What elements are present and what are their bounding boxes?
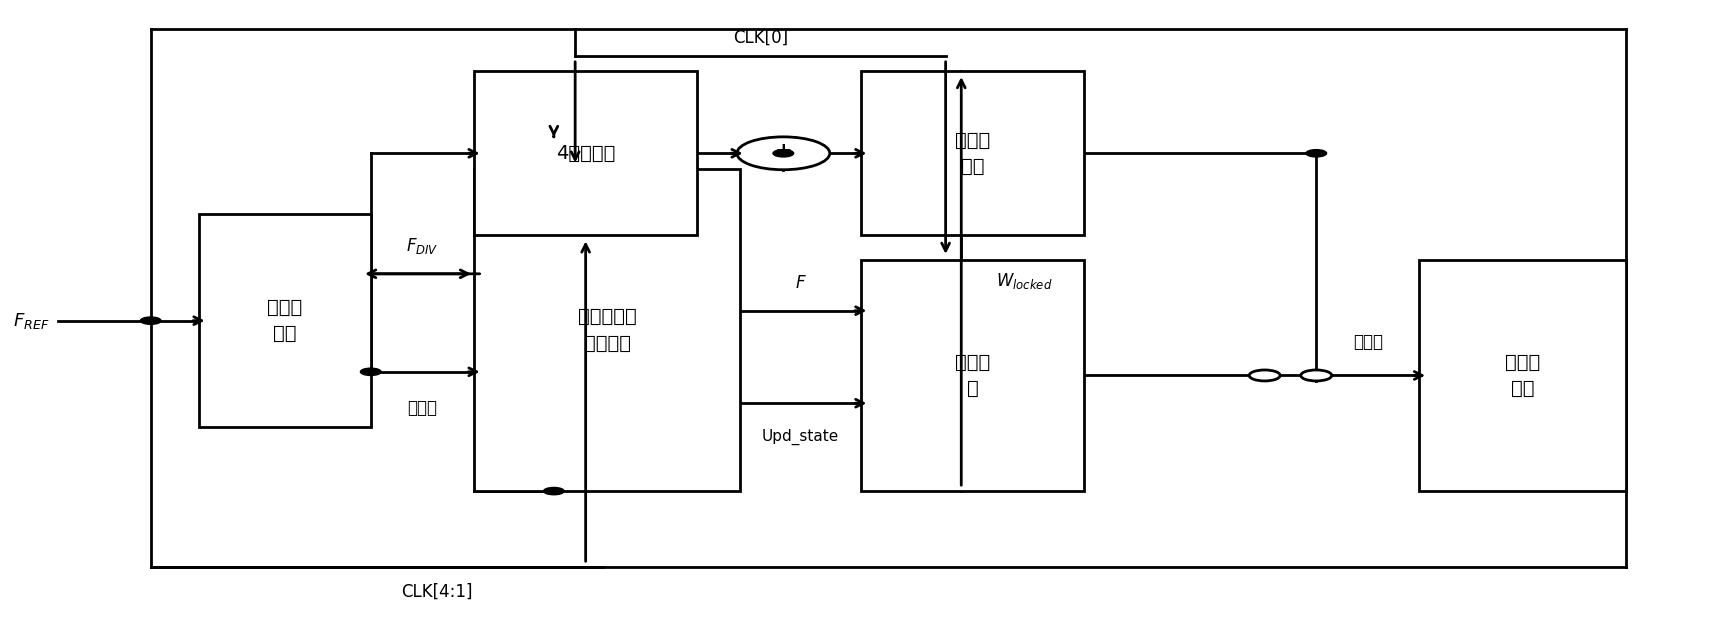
Text: CLK[0]: CLK[0] <box>733 28 788 47</box>
Bar <box>861 260 1084 491</box>
Text: 4个计数器: 4个计数器 <box>556 144 615 163</box>
Bar <box>861 71 1084 236</box>
Text: Upd_state: Upd_state <box>762 429 838 445</box>
Bar <box>199 214 371 427</box>
Circle shape <box>140 317 161 325</box>
Text: 控制字: 控制字 <box>1353 333 1382 351</box>
Text: $F$: $F$ <box>795 275 805 292</box>
Text: 与算法匹配
的分频器: 与算法匹配 的分频器 <box>577 307 636 352</box>
Circle shape <box>736 137 830 170</box>
Text: $W_{locked}$: $W_{locked}$ <box>996 271 1051 291</box>
Text: 鉴相鉴
频器: 鉴相鉴 频器 <box>267 298 303 344</box>
Circle shape <box>1306 150 1325 157</box>
Text: 数控振
荡器: 数控振 荡器 <box>1503 353 1540 398</box>
Circle shape <box>544 487 565 495</box>
Text: $F_{REF}$: $F_{REF}$ <box>12 311 48 331</box>
Text: 数字滤
波器: 数字滤 波器 <box>954 131 989 176</box>
Bar <box>473 168 740 491</box>
Circle shape <box>1301 370 1330 381</box>
Text: +: + <box>774 141 792 162</box>
Circle shape <box>1249 370 1280 381</box>
Circle shape <box>772 150 793 157</box>
Bar <box>473 71 696 236</box>
Bar <box>1419 260 1625 491</box>
Text: $F_{DIV}$: $F_{DIV}$ <box>405 236 438 257</box>
Text: 环路控
制: 环路控 制 <box>954 353 989 398</box>
Text: 相位差: 相位差 <box>407 399 436 417</box>
Circle shape <box>360 368 381 376</box>
Text: CLK[4:1]: CLK[4:1] <box>402 582 473 600</box>
